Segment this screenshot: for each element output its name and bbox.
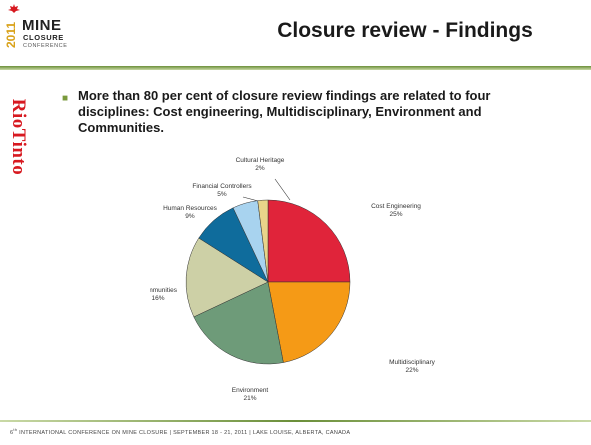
pie-percent-label: 9% bbox=[185, 213, 195, 220]
logo-year: 2011 bbox=[4, 21, 18, 49]
logo-tagline: CONFERENCE bbox=[23, 43, 68, 49]
slide-title: Closure review - Findings bbox=[277, 19, 533, 42]
footer-ordinal-suffix: th bbox=[13, 427, 18, 432]
bullet-text: More than 80 per cent of closure review … bbox=[78, 88, 491, 135]
pie-label: Cultural Heritage bbox=[236, 157, 285, 164]
footer-ordinal: 6 bbox=[10, 429, 14, 436]
pie-percent-label: 22% bbox=[405, 367, 418, 374]
maple-leaf-icon bbox=[8, 4, 20, 13]
pie-percent-label: 25% bbox=[389, 211, 402, 218]
pie-slice-multidisciplinary bbox=[267, 281, 351, 363]
pie-percent-label: 5% bbox=[217, 191, 227, 198]
pie-label: Financial Controllers bbox=[192, 183, 252, 190]
header-divider bbox=[0, 66, 591, 70]
pie-slice-cost-engineering bbox=[267, 199, 351, 283]
pie-percent-label: 2% bbox=[255, 165, 265, 172]
footer-conference: INTERNATIONAL CONFERENCE ON MINE CLOSURE… bbox=[17, 429, 351, 436]
footer-text: 6th INTERNATIONAL CONFERENCE ON MINE CLO… bbox=[10, 427, 585, 436]
pie-label: Multidisciplinary bbox=[389, 359, 436, 366]
pie-slice-cultural-heritage bbox=[257, 199, 269, 283]
pie-label: Environment bbox=[232, 387, 269, 394]
logo-subtitle: CLOSURE bbox=[23, 33, 64, 42]
logo-name: MINE bbox=[22, 17, 62, 34]
pie-label: Human Resources bbox=[163, 205, 218, 212]
bullet-icon: ■ bbox=[62, 93, 69, 104]
pie-slice-environment bbox=[193, 281, 284, 365]
pie-leader-line bbox=[274, 178, 291, 201]
pie-slice-communities bbox=[185, 237, 269, 318]
sponsor-logo: RioTinto bbox=[8, 98, 29, 176]
conference-logo: 2011 MINE CLOSURE CONFERENCE bbox=[4, 4, 98, 60]
pie-label: Communities bbox=[150, 287, 178, 294]
pie-percent-label: 16% bbox=[151, 295, 164, 302]
slide-header: 2011 MINE CLOSURE CONFERENCE Closure rev… bbox=[0, 0, 591, 67]
footer-divider bbox=[0, 420, 591, 422]
pie-percent-label: 21% bbox=[243, 395, 256, 402]
pie-label: Cost Engineering bbox=[371, 203, 421, 210]
